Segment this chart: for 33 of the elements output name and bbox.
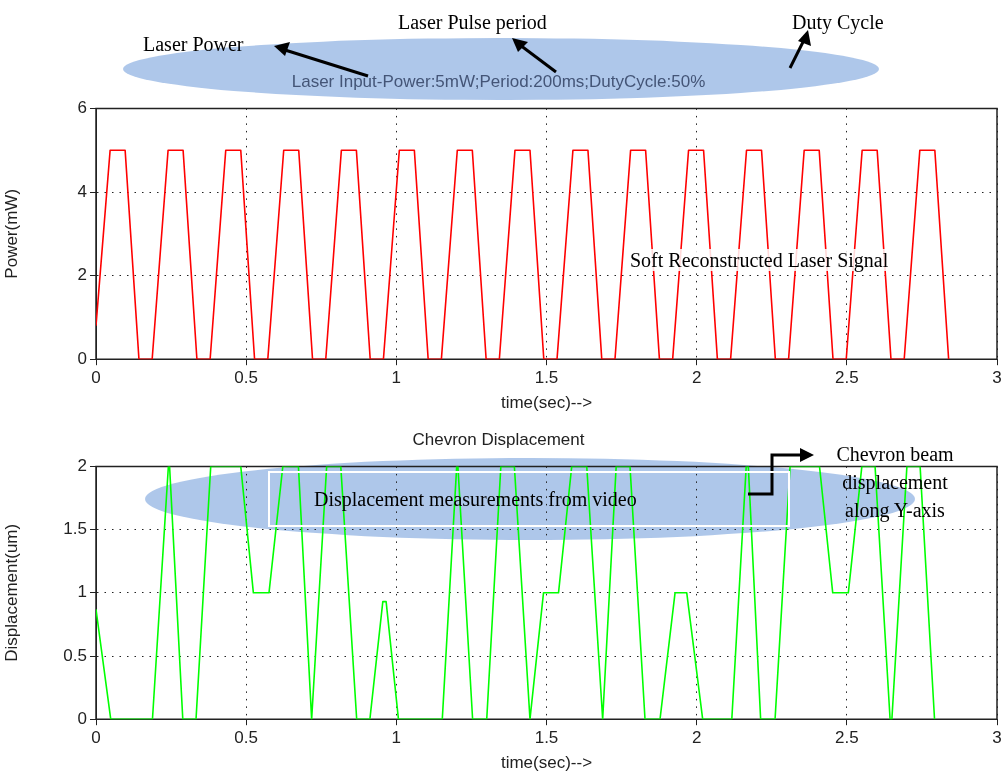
- x-tick-label: 0.5: [234, 728, 258, 748]
- y-tick-label: 4: [77, 181, 87, 201]
- x-tick-label: 1.5: [534, 728, 559, 748]
- x-tick-label: 1: [391, 368, 402, 388]
- annotation: Soft Reconstructed Laser Signal: [630, 249, 889, 271]
- y-tick-label: 2: [77, 265, 87, 285]
- x-tick-label: 3: [992, 368, 1002, 388]
- x-tick-label: 2.5: [835, 368, 859, 388]
- x-tick-label: 2: [691, 728, 702, 748]
- x-tick-label: 1: [391, 728, 402, 748]
- x-axis-title: time(sec)-->: [500, 753, 593, 773]
- text: Laser Power: [143, 33, 244, 55]
- y-tick-label: 1: [77, 582, 87, 602]
- x-tick-label: 1.5: [534, 368, 559, 388]
- chart-title: Chevron Displacement: [412, 429, 585, 449]
- y-tick-label: 0: [77, 708, 87, 728]
- text: Laser Pulse period: [398, 11, 547, 33]
- x-tick-label: 2: [691, 368, 702, 388]
- y-axis-title: Displacement(um): [1, 523, 21, 662]
- x-tick-label: 2.5: [835, 728, 859, 748]
- y-tick-label: 6: [77, 98, 87, 118]
- y-tick-label: 0: [77, 348, 87, 368]
- x-tick-label: 0.5: [234, 368, 258, 388]
- y-tick-label: 1.5: [63, 519, 87, 539]
- chart-title: Laser Input-Power:5mW;Period:200ms;DutyCycle:50%: [291, 71, 706, 91]
- text: Duty Cycle: [792, 11, 884, 33]
- x-tick-label: 3: [992, 728, 1002, 748]
- x-axis-title: time(sec)-->: [500, 393, 593, 413]
- x-tick-label: 0: [91, 728, 101, 748]
- y-axis-title: Power(mW): [1, 188, 21, 279]
- y-tick-label: 2: [77, 456, 87, 476]
- y-tick-label: 0.5: [63, 645, 87, 665]
- x-tick-label: 0: [91, 368, 101, 388]
